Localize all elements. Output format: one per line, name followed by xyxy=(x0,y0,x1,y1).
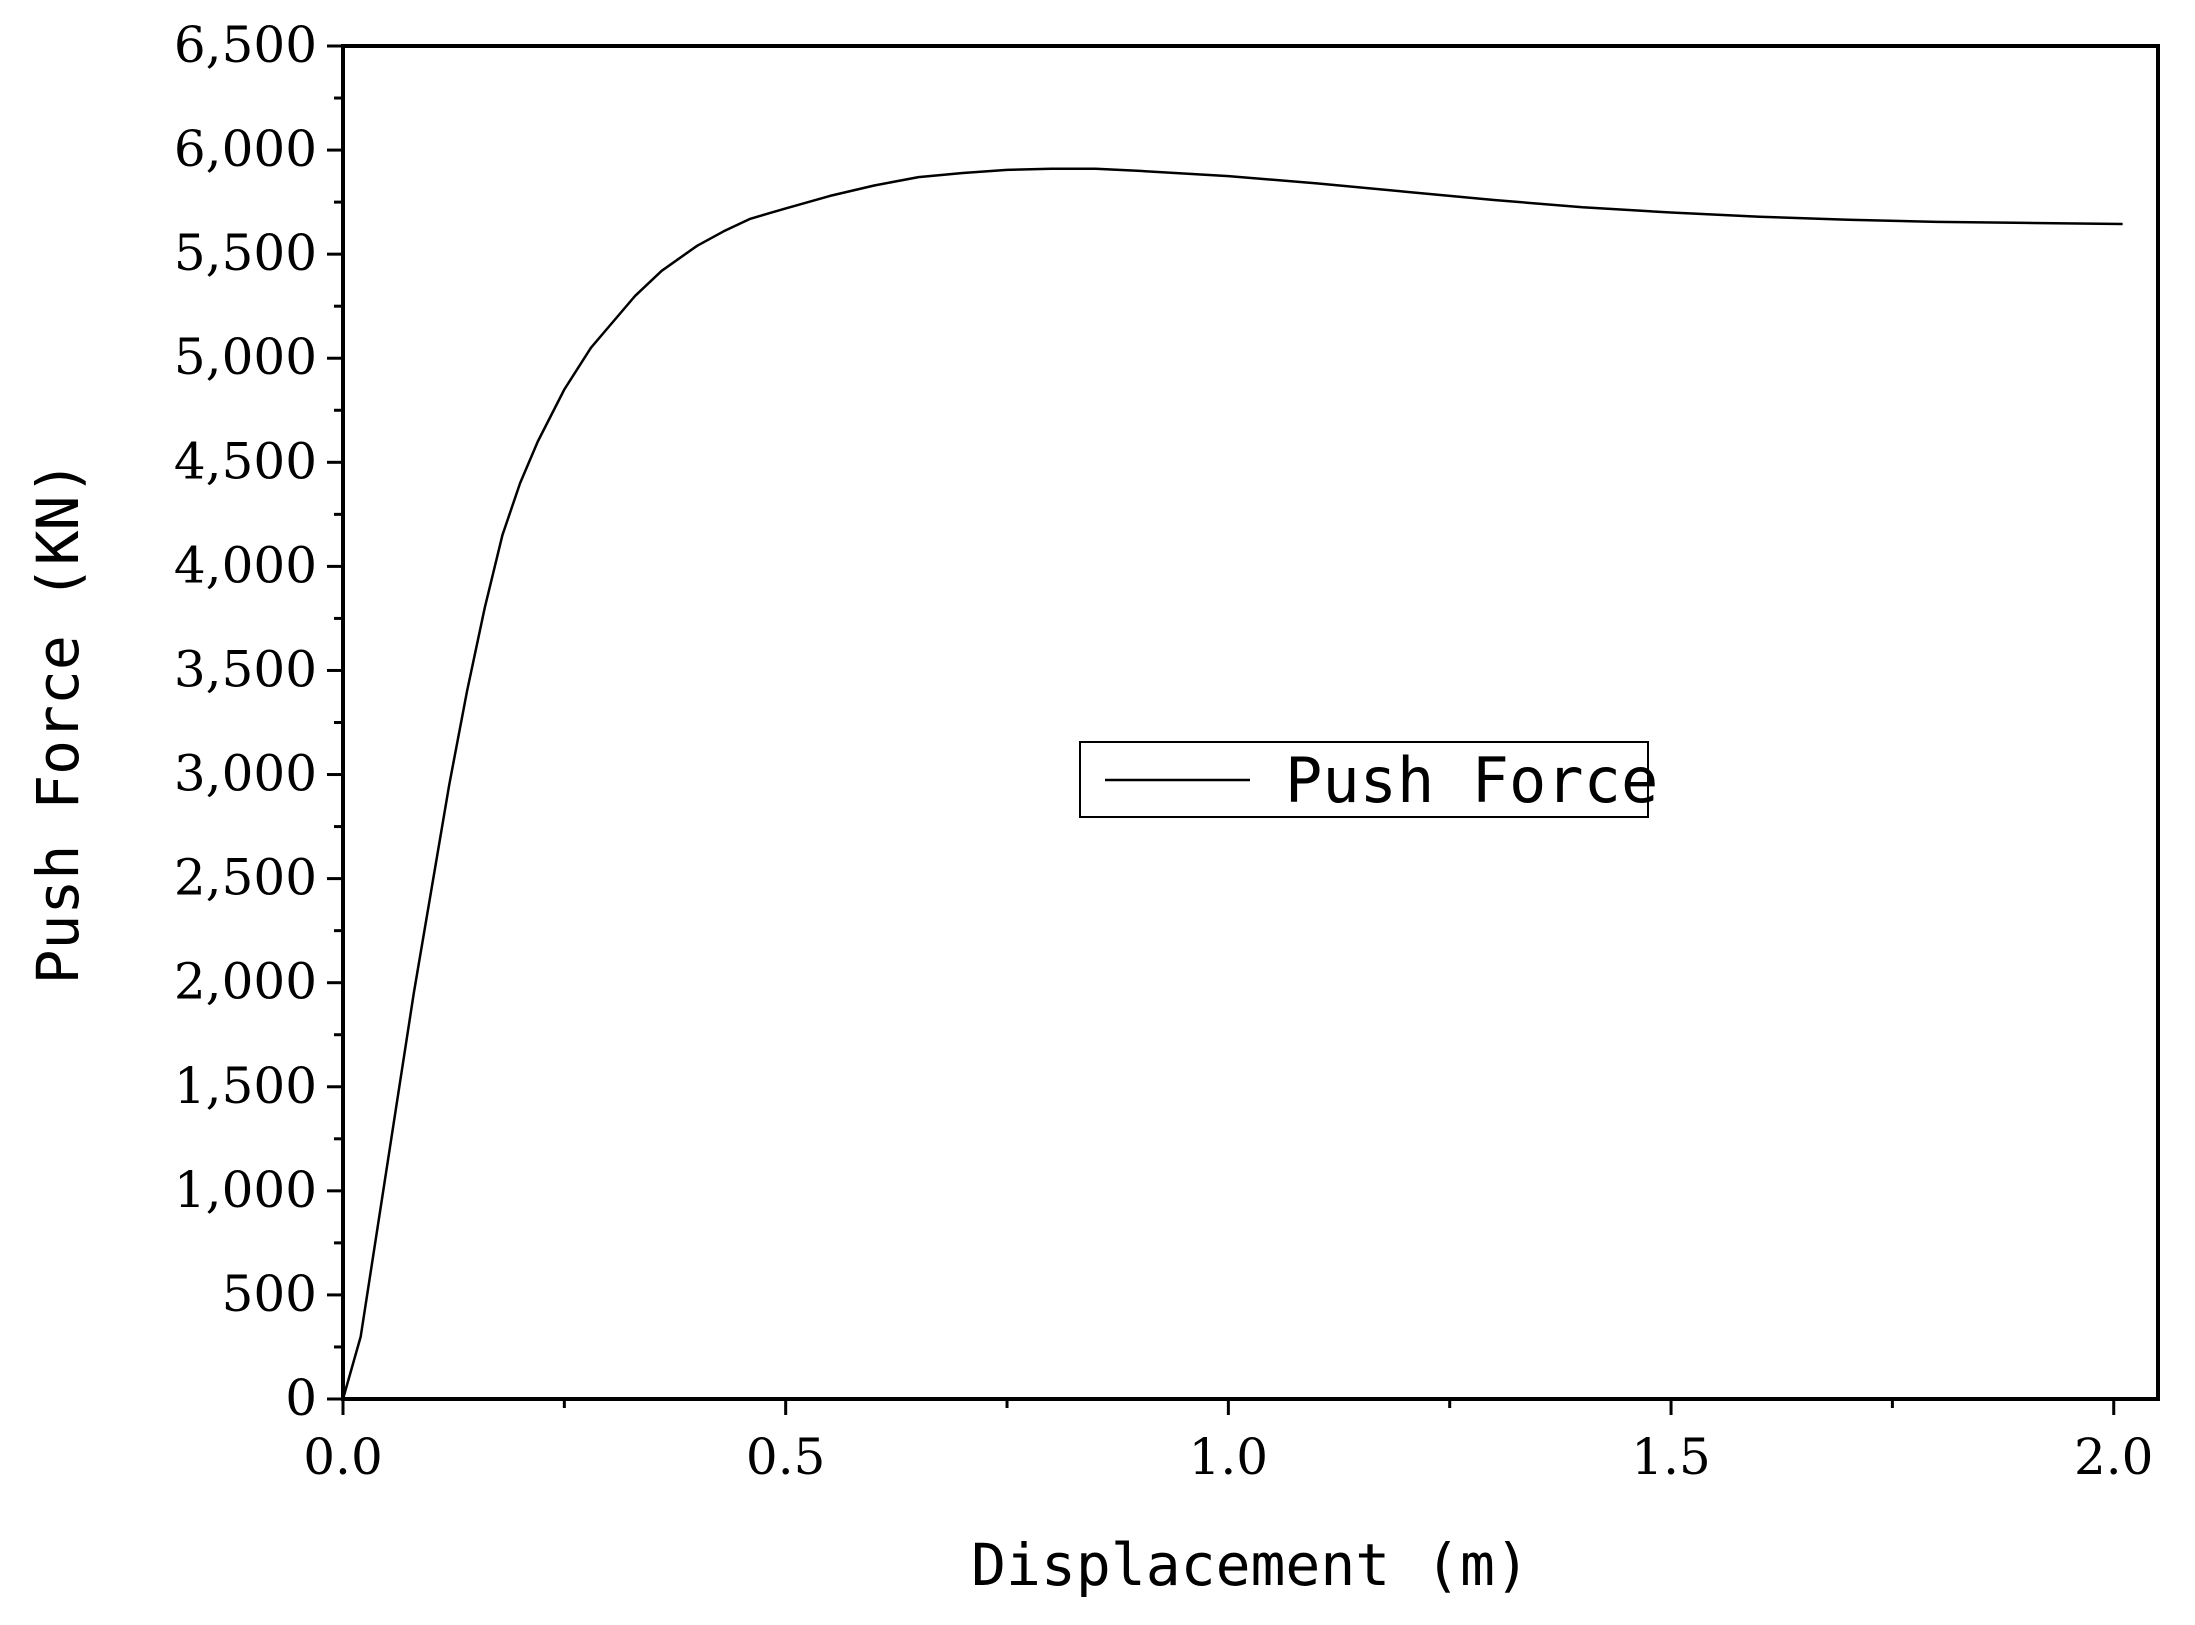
y-axis-title: Push Force (KN) xyxy=(24,461,92,985)
plot-frame xyxy=(341,44,2160,1401)
x-tick-label: 0.5 xyxy=(746,1428,826,1486)
y-tick-label: 3,000 xyxy=(174,745,317,803)
y-tick-label: 2,000 xyxy=(174,953,317,1011)
y-tick-label: 500 xyxy=(222,1265,317,1323)
y-tick-label: 0 xyxy=(285,1369,317,1427)
labels-layer: 0 500 1,000 1,500 2,000 2,500 3,000 3,500 4,000 4… xyxy=(174,16,2154,1486)
y-tick-label: 4,000 xyxy=(174,536,317,594)
y-tick-label: 1,500 xyxy=(174,1057,317,1115)
line-layer xyxy=(341,167,2123,1400)
y-tick-label: 6,500 xyxy=(174,16,317,74)
y-tick-label: 5,000 xyxy=(174,328,317,386)
y-tick-label: 3,500 xyxy=(174,640,317,698)
y-tick-label: 4,500 xyxy=(174,432,317,490)
legend: Push Force xyxy=(1079,741,1658,818)
x-tick-label: 1.0 xyxy=(1189,1428,1269,1486)
x-axis-title: Displacement (m) xyxy=(971,1531,1530,1599)
y-tick-label: 2,500 xyxy=(174,849,317,907)
y-tick-label: 1,000 xyxy=(174,1161,317,1219)
y-tick-label: 6,000 xyxy=(174,120,317,178)
y-tick-label: 5,500 xyxy=(174,224,317,282)
ticks-layer xyxy=(327,44,2116,1415)
x-tick-label: 2.0 xyxy=(2074,1428,2154,1486)
series-line-push-force xyxy=(341,167,2123,1400)
legend-label-push-force: Push Force xyxy=(1285,744,1658,817)
x-tick-label: 0.0 xyxy=(303,1428,383,1486)
x-tick-label: 1.5 xyxy=(1631,1428,1711,1486)
